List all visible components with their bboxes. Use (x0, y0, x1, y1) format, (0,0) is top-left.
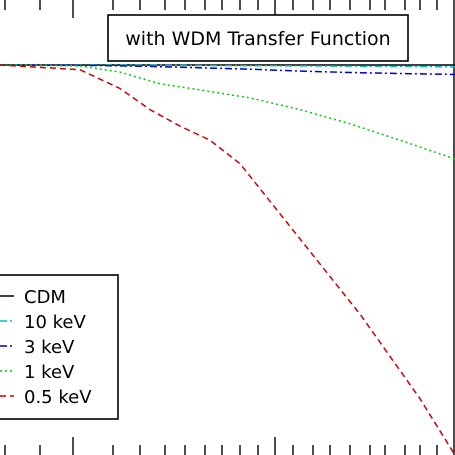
legend-label-3: 1 keV (24, 362, 75, 383)
legend-label-4: 0.5 keV (24, 387, 92, 408)
series-line-2 (0, 64, 455, 76)
series-line-4 (0, 64, 455, 455)
legend-label-1: 10 keV (24, 312, 86, 333)
annotation-text: with WDM Transfer Function (125, 28, 390, 50)
legend: CDM 10 keV 3 keV 1 keV 0.5 keV (0, 274, 119, 420)
series-line-3 (0, 64, 455, 160)
legend-label-2: 3 keV (24, 337, 75, 358)
annotation-box: with WDM Transfer Function (107, 14, 409, 62)
series-lines (0, 64, 455, 455)
series-line-1 (0, 64, 455, 68)
legend-label-0: CDM (24, 287, 66, 308)
